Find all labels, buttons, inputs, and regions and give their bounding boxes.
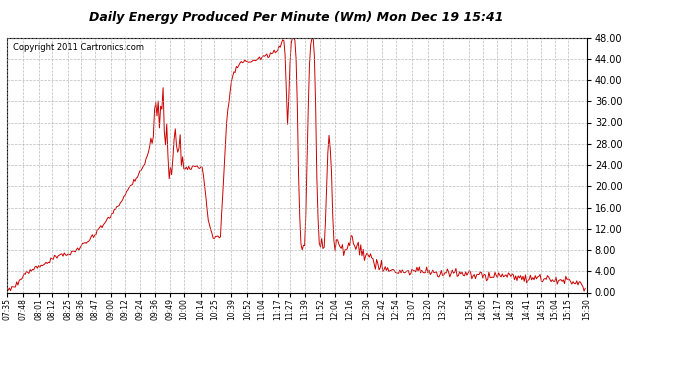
Text: Daily Energy Produced Per Minute (Wm) Mon Dec 19 15:41: Daily Energy Produced Per Minute (Wm) Mo… — [90, 11, 504, 24]
Text: Copyright 2011 Cartronics.com: Copyright 2011 Cartronics.com — [12, 43, 144, 52]
